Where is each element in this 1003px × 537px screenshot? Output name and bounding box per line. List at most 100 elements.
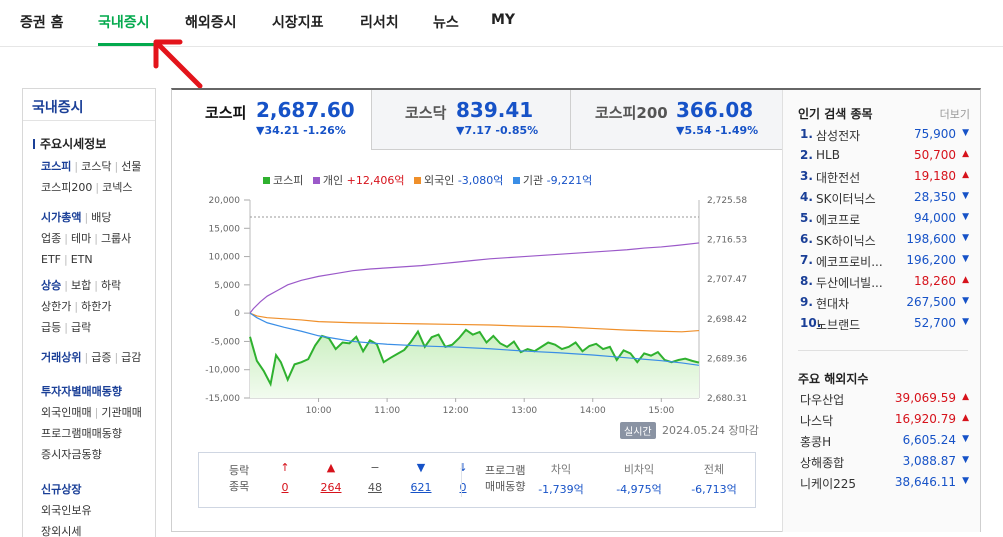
tab-kospi200[interactable]: 코스피200 366.08 ▼5.54 -1.49%: [570, 90, 782, 150]
legend-kospi: 코스피: [273, 174, 304, 187]
nav-overseas[interactable]: 해외증시: [185, 15, 237, 31]
triangle-down-icon: ▼: [962, 317, 969, 327]
advance-decline-count[interactable]: 621: [410, 481, 432, 494]
sidebar-link[interactable]: 그룹사: [100, 232, 132, 245]
popular-rank: 5.: [800, 211, 813, 225]
sidebar-link[interactable]: 선물: [121, 160, 142, 173]
sidebar-link[interactable]: 증시자금동향: [41, 448, 102, 461]
nav-stock-home[interactable]: 증권 홈: [20, 15, 64, 31]
sidebar-section-title[interactable]: 주요시세정보: [33, 135, 106, 152]
sidebar-link[interactable]: 코스닥: [81, 160, 112, 173]
popular-item[interactable]: 8. 두산에너빌... 18,260 ▲: [800, 274, 972, 295]
tab-kospi[interactable]: 코스피 2,687.60 ▼34.21 -1.26%: [172, 90, 371, 150]
nav-my[interactable]: MY: [491, 12, 516, 28]
popular-rank: 7.: [800, 253, 813, 267]
sidebar-link[interactable]: ETF: [41, 253, 61, 266]
triangle-down-icon: ▼: [962, 296, 969, 306]
triangle-down-icon: ▼: [962, 128, 969, 138]
sidebar-link[interactable]: 코스피: [41, 160, 72, 173]
sidebar-link[interactable]: 업종: [41, 232, 62, 245]
sidebar-link[interactable]: 급등: [41, 321, 62, 334]
nav-domestic[interactable]: 국내증시: [98, 15, 150, 31]
global-index-item[interactable]: 상해종합 3,088.87 ▼: [800, 454, 972, 475]
sidebar-link[interactable]: 하락: [100, 279, 122, 292]
popular-price: 18,260: [914, 274, 956, 288]
sidebar-link[interactable]: 하한가: [81, 300, 112, 313]
sidebar-link[interactable]: 급증: [91, 351, 112, 364]
popular-item[interactable]: 9. 현대차 267,500 ▼: [800, 295, 972, 316]
nav-news[interactable]: 뉴스: [433, 15, 459, 31]
nav-research[interactable]: 리서치: [360, 15, 399, 31]
triangle-down-icon: ▼: [962, 212, 969, 222]
sidebar-link[interactable]: 보합: [70, 279, 92, 292]
triangle-up-icon: ▲: [962, 149, 969, 159]
x-tick: 11:00: [374, 406, 400, 416]
popular-name: SK하이닉스: [816, 234, 876, 248]
advance-decline-count[interactable]: 264: [320, 481, 342, 494]
y-right-tick: 2,680.31: [707, 394, 747, 404]
sidebar-link[interactable]: 시가총액: [41, 211, 82, 224]
popular-name: 노브랜드: [816, 318, 861, 332]
sidebar-link[interactable]: 급감: [121, 351, 142, 364]
sidebar-link[interactable]: 장외시세: [41, 525, 82, 537]
intraday-chart: 코스피 개인 +12,406억 외국인 -3,080억 기관 -9,221억 2…: [172, 150, 782, 440]
advance-decline-label-2: 종목: [229, 480, 250, 493]
global-index-item[interactable]: 니케이225 38,646.11 ▼: [800, 475, 972, 496]
sidebar-link[interactable]: 신규상장: [41, 483, 82, 496]
sidebar-link[interactable]: 급락: [70, 321, 92, 334]
sidebar-link[interactable]: 테마: [70, 232, 92, 245]
nav-market-index[interactable]: 시장지표: [272, 15, 324, 31]
popular-item[interactable]: 2. HLB 50,700 ▲: [800, 148, 972, 169]
tab-kospi-value: 2,687.60: [256, 98, 355, 122]
popular-price: 52,700: [914, 316, 956, 330]
global-index-value: 38,646.11: [894, 475, 956, 489]
popular-item[interactable]: 5. 에코프로 94,000 ▼: [800, 211, 972, 232]
global-index-item[interactable]: 다우산업 39,069.59 ▲: [800, 391, 972, 412]
tab-kosdaq[interactable]: 코스닥 839.41 ▼7.17 -0.85%: [371, 90, 570, 150]
popular-name: SK이터닉스: [816, 192, 876, 206]
sidebar-link[interactable]: 상승: [41, 279, 62, 292]
popular-item[interactable]: 7. 에코프로비... 196,200 ▼: [800, 253, 972, 274]
advance-decline-count[interactable]: 0: [281, 481, 289, 494]
right-column: 인기 검색 종목 더보기 1. 삼성전자 75,900 ▼ 2. HLB 50,700 ▲ 3.…: [782, 90, 980, 532]
sidebar-link[interactable]: 외국인보유: [41, 504, 92, 517]
advance-decline-icon: −: [370, 461, 380, 474]
advance-decline-count[interactable]: 48: [368, 481, 382, 494]
sidebar-link[interactable]: 기관매매: [101, 406, 142, 419]
popular-price: 196,200: [906, 253, 956, 267]
popular-price: 75,900: [914, 127, 956, 141]
y-left-tick: -15,000: [205, 394, 240, 404]
legend-institution: 기관: [522, 174, 544, 187]
popular-name: 두산에너빌...: [816, 276, 883, 290]
series-line-3: [249, 312, 700, 366]
sidebar-separator: |: [84, 351, 89, 364]
popular-price: 198,600: [906, 232, 956, 246]
global-index-item[interactable]: 나스닥 16,920.79 ▲: [800, 412, 972, 433]
advance-decline-count[interactable]: 0: [459, 481, 467, 494]
sidebar-link[interactable]: 상한가: [41, 300, 72, 313]
sidebar-separator: |: [84, 211, 89, 224]
triangle-down-icon: ▼: [962, 455, 969, 465]
global-index-name: 니케이225: [800, 477, 857, 491]
sidebar-link[interactable]: 투자자별매매동향: [41, 385, 122, 398]
popular-name: 에코프로비...: [816, 255, 883, 269]
red-arrow-annotation: [153, 39, 203, 89]
global-index-item[interactable]: 홍콩H 6,605.24 ▼: [800, 433, 972, 454]
sidebar-link[interactable]: 프로그램매매동향: [41, 427, 122, 440]
popular-item[interactable]: 1. 삼성전자 75,900 ▼: [800, 127, 972, 148]
program-label-1: 프로그램: [485, 464, 526, 477]
sidebar-link[interactable]: 거래상위: [41, 351, 82, 364]
sidebar-link[interactable]: 코스피200: [41, 181, 93, 194]
popular-more-link[interactable]: 더보기: [939, 108, 970, 121]
popular-item[interactable]: 6. SK하이닉스 198,600 ▼: [800, 232, 972, 253]
popular-item[interactable]: 4. SK이터닉스 28,350 ▼: [800, 190, 972, 211]
popular-price: 28,350: [914, 190, 956, 204]
popular-item[interactable]: 10. 노브랜드 52,700 ▼: [800, 316, 972, 337]
popular-item[interactable]: 3. 대한전선 19,180 ▲: [800, 169, 972, 190]
x-tick: 15:00: [648, 406, 674, 416]
sidebar-link[interactable]: 배당: [91, 211, 112, 224]
sidebar-link[interactable]: ETN: [70, 253, 93, 266]
advance-decline-label-1: 등락: [229, 464, 250, 477]
sidebar-link[interactable]: 코넥스: [102, 181, 133, 194]
sidebar-link[interactable]: 외국인매매: [41, 406, 92, 419]
